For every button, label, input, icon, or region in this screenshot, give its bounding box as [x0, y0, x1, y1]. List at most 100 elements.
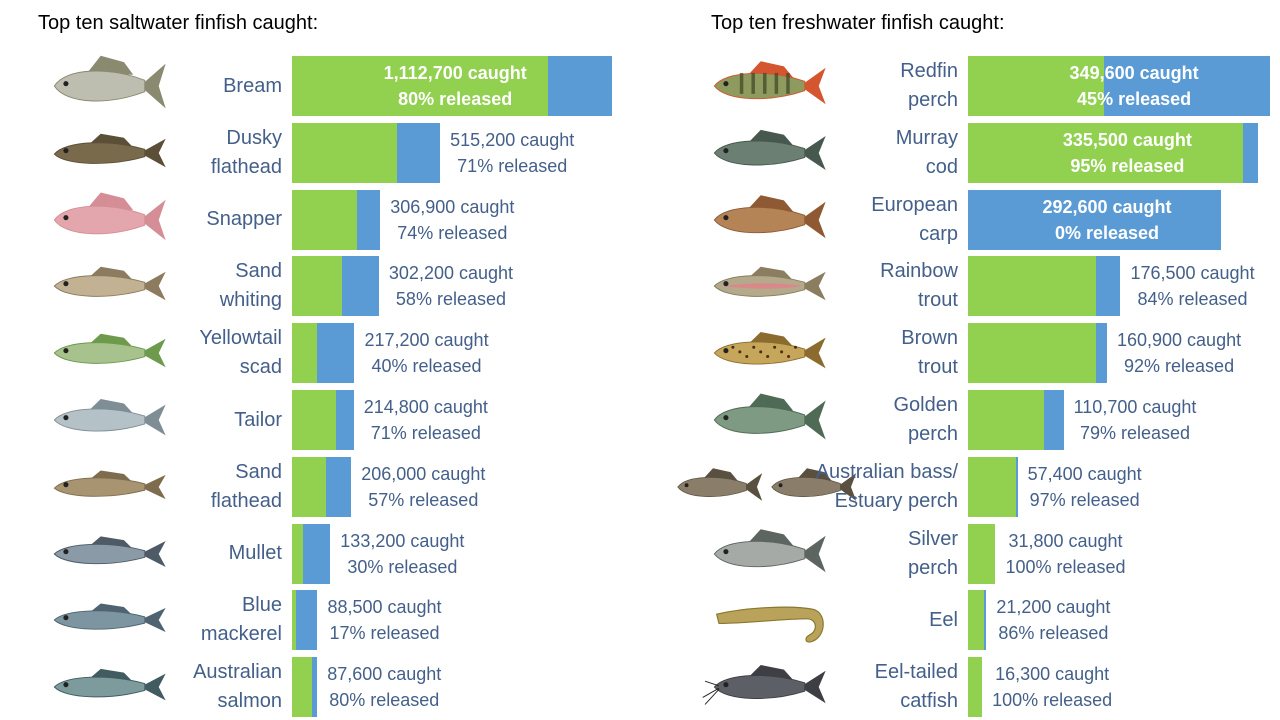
caught-value: 515,200 caught [450, 129, 575, 150]
caught-value: 16,300 caught [995, 664, 1110, 685]
caught-value: 306,900 caught [390, 196, 515, 217]
sand-whiting-icon [53, 267, 166, 301]
data-label: 1,112,700 caught 80% released [365, 60, 545, 112]
category-label-line: Sand [235, 460, 282, 483]
category-label-line: Australian bass/ [815, 460, 958, 483]
caught-value: 21,200 caught [996, 597, 1111, 618]
bar-kept [1243, 122, 1258, 183]
released-value: 30% released [347, 556, 458, 577]
released-value: 86% released [998, 623, 1109, 644]
released-value: 71% released [370, 423, 481, 443]
released-value: 58% released [395, 289, 506, 310]
category-label-line: Golden [893, 394, 959, 416]
bar-kept [335, 390, 354, 450]
released-value: 95% released [1070, 155, 1185, 176]
data-label: 31,800 caught 100% released [1005, 528, 1125, 580]
category-label-line: flathead [210, 155, 282, 178]
released-value: 79% released [1079, 423, 1191, 443]
category-label: Sand flathead [211, 458, 282, 516]
mullet-icon [53, 535, 166, 567]
data-label: 133,200 caught 30% released [340, 528, 464, 580]
category-label-line: Rainbow [880, 260, 958, 283]
bar-kept [357, 189, 381, 250]
released-value: 92% released [1124, 356, 1235, 377]
redfin-perch-icon [713, 61, 826, 105]
data-label: 57,400 caught 97% released [1028, 461, 1142, 513]
category-label: Silver perch [908, 525, 958, 583]
category-label: Eel [929, 606, 958, 635]
category-label: Dusky flathead [211, 124, 282, 182]
category-label-line: Sand [235, 260, 282, 283]
bar-released [292, 56, 548, 116]
category-label-line: Murray [895, 126, 958, 149]
category-label: Mullet [229, 539, 282, 568]
bar-released [968, 590, 984, 651]
data-label: 21,200 caught 86% released [996, 594, 1110, 646]
category-label: Australian bass/Estuary perch [816, 458, 958, 516]
category-label-line: Snapper [206, 208, 282, 231]
released-value: 80% released [398, 89, 513, 109]
category-label-line: Dusky [226, 126, 282, 149]
caught-value: 160,900 caught [1116, 330, 1242, 351]
data-label: 88,500 caught 17% released [327, 594, 441, 646]
category-label: Golden perch [894, 391, 959, 449]
data-label: 160,900 caught 92% released [1117, 327, 1241, 379]
category-label-line: cod [925, 155, 958, 178]
category-label-line: Eel [929, 608, 958, 631]
category-label: Murray cod [896, 124, 958, 182]
bar-kept [316, 323, 355, 384]
data-label: 306,900 caught 74% released [390, 194, 514, 246]
category-label-line: perch [907, 556, 958, 579]
category-label-line: catfish [900, 690, 958, 713]
released-value: 84% released [1137, 289, 1248, 310]
bar-released [968, 456, 1017, 517]
bar-released [292, 122, 398, 183]
data-label: 214,800 caught 71% released [364, 394, 488, 446]
data-label: 515,200 caught 71% released [450, 127, 574, 179]
category-label-line: Tailor [234, 408, 282, 431]
data-label: 87,600 caught 80% released [327, 661, 441, 713]
bar-released [292, 523, 304, 584]
released-value: 57% released [368, 489, 479, 510]
freshwater-title: Top ten freshwater finfish caught: [711, 12, 1005, 34]
category-label-line: flathead [210, 489, 282, 512]
category-label-line: perch [907, 89, 958, 111]
bar-kept [1016, 456, 1018, 517]
caught-value: 217,200 caught [364, 330, 489, 351]
caught-value: 292,600 caught [1042, 196, 1172, 217]
caught-value: 214,800 caught [363, 397, 488, 417]
caught-value: 302,200 caught [388, 263, 514, 284]
rainbow-trout-icon [713, 267, 826, 301]
bar-released [968, 657, 983, 718]
released-value: 0% released [1054, 222, 1160, 243]
data-label: 302,200 caught 58% released [389, 260, 513, 312]
data-label: 176,500 caught 84% released [1130, 260, 1254, 312]
bar-kept [397, 122, 441, 183]
caught-value: 133,200 caught [340, 530, 465, 551]
category-label-line: perch [907, 423, 958, 445]
caught-value: 176,500 caught [1130, 263, 1255, 284]
bar-released [968, 122, 1244, 183]
bar-kept [548, 56, 612, 116]
bar-kept [1096, 256, 1121, 317]
bar-released [292, 189, 358, 250]
released-value: 71% released [457, 155, 568, 176]
category-label-line: European [871, 193, 958, 216]
category-label: Brown trout [901, 324, 958, 382]
bar-kept [983, 590, 987, 651]
data-label: 335,500 caught 95% released [1037, 127, 1217, 179]
bar-released [292, 657, 313, 718]
category-label-line: trout [917, 289, 958, 312]
bar-released [968, 323, 1096, 384]
category-label: Tailor [234, 406, 282, 435]
caught-value: 1,112,700 caught [383, 63, 527, 83]
australian-salmon-icon [53, 669, 166, 701]
released-value: 100% released [992, 690, 1113, 711]
bar-released [292, 323, 317, 384]
dusky-flathead-icon [53, 133, 166, 168]
data-label: 16,300 caught 100% released [992, 661, 1112, 713]
category-label: Bream [223, 72, 282, 101]
estuary-perch-icon [771, 467, 857, 501]
tailor-icon [53, 399, 166, 436]
australian-bass-icon [677, 467, 763, 501]
